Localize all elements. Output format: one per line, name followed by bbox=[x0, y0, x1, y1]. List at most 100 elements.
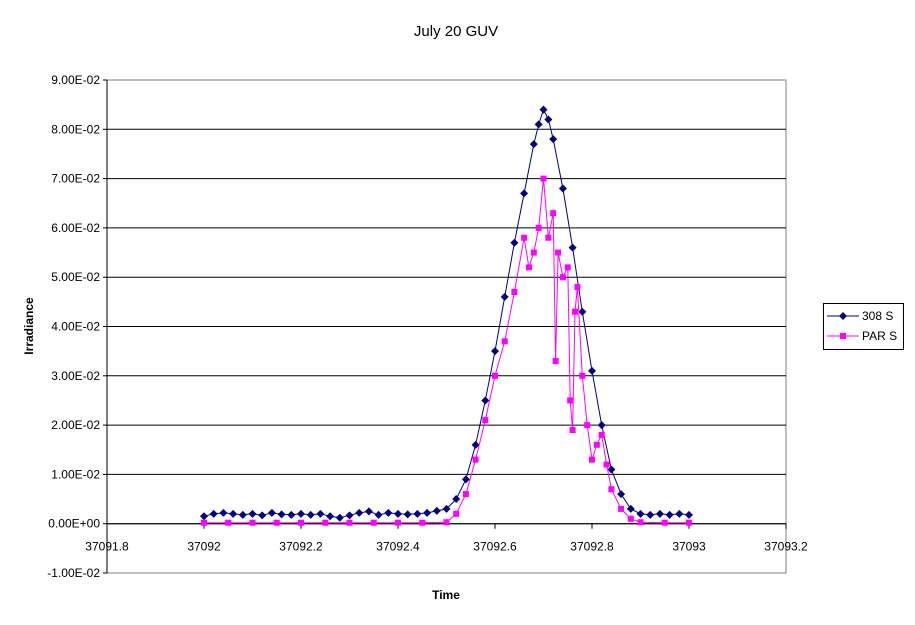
x-tick-label: 37092.6 bbox=[473, 540, 517, 554]
data-point bbox=[238, 510, 247, 519]
data-point bbox=[572, 308, 579, 315]
legend-item-308-s: 308 S bbox=[824, 307, 903, 325]
data-point bbox=[374, 510, 383, 519]
legend: 308 S PAR S bbox=[823, 303, 904, 350]
data-point bbox=[481, 396, 490, 405]
data-point bbox=[544, 115, 553, 124]
data-point bbox=[394, 509, 402, 518]
data-point bbox=[655, 509, 664, 518]
data-point bbox=[521, 234, 528, 241]
data-point bbox=[530, 249, 537, 256]
data-point bbox=[675, 509, 684, 518]
x-tick-label: 37093.2 bbox=[764, 540, 808, 554]
data-point bbox=[637, 519, 644, 526]
data-point bbox=[617, 490, 626, 499]
data-point bbox=[500, 292, 509, 301]
data-point bbox=[603, 461, 610, 468]
x-tick-label: 37093 bbox=[672, 540, 706, 554]
data-point bbox=[472, 456, 479, 463]
data-point bbox=[540, 175, 547, 182]
data-point bbox=[306, 510, 315, 519]
data-point bbox=[491, 347, 499, 356]
data-point bbox=[452, 495, 461, 504]
data-point bbox=[665, 510, 674, 519]
x-tick-label: 37092 bbox=[187, 540, 221, 554]
data-point bbox=[355, 508, 364, 517]
data-point bbox=[267, 508, 276, 517]
y-tick-label: 3.00E-02 bbox=[51, 369, 100, 383]
data-point bbox=[579, 372, 586, 379]
data-point bbox=[501, 338, 508, 345]
data-point bbox=[453, 510, 460, 517]
data-point bbox=[419, 519, 426, 526]
data-point bbox=[555, 249, 562, 256]
y-tick-label: 6.00E-02 bbox=[51, 221, 100, 235]
y-axis-label: Irradiance bbox=[22, 297, 36, 355]
data-point bbox=[535, 224, 542, 231]
y-tick-label: 9.00E-02 bbox=[51, 73, 100, 87]
data-point bbox=[686, 519, 692, 526]
x-tick-label: 37092.4 bbox=[376, 540, 420, 554]
data-point bbox=[346, 519, 353, 526]
data-point bbox=[432, 506, 441, 515]
data-point bbox=[258, 511, 267, 520]
data-point bbox=[492, 372, 498, 379]
x-tick-label: 37092.8 bbox=[570, 540, 614, 554]
legend-item-par-s: PAR S bbox=[824, 327, 903, 345]
square-marker-icon bbox=[827, 333, 859, 339]
data-point bbox=[534, 120, 543, 129]
data-point bbox=[201, 519, 207, 526]
data-point bbox=[322, 519, 329, 526]
data-point bbox=[461, 475, 470, 484]
data-point bbox=[298, 519, 304, 526]
data-point bbox=[229, 509, 238, 518]
data-point bbox=[588, 366, 596, 375]
data-point bbox=[345, 511, 354, 520]
data-point bbox=[564, 264, 571, 271]
data-point bbox=[578, 307, 587, 316]
y-tick-label: 0.00E+00 bbox=[48, 517, 100, 531]
data-point bbox=[326, 512, 335, 521]
data-point bbox=[569, 427, 576, 434]
data-point bbox=[597, 421, 606, 430]
data-point bbox=[277, 510, 286, 519]
y-tick-label: 8.00E-02 bbox=[51, 122, 100, 136]
data-point bbox=[370, 519, 377, 526]
x-tick-label: 37091.8 bbox=[85, 540, 129, 554]
data-point bbox=[209, 509, 218, 518]
data-point bbox=[545, 234, 552, 241]
data-point bbox=[626, 504, 635, 513]
series-308-s bbox=[200, 105, 693, 522]
data-point bbox=[685, 510, 693, 519]
data-point bbox=[395, 519, 401, 526]
data-point bbox=[558, 184, 567, 193]
data-point bbox=[567, 397, 574, 404]
data-point bbox=[335, 513, 344, 522]
data-point bbox=[584, 422, 591, 429]
data-point bbox=[646, 510, 655, 519]
series-par-s bbox=[201, 175, 692, 526]
data-point bbox=[442, 504, 451, 513]
data-point bbox=[568, 243, 577, 252]
data-point bbox=[273, 519, 280, 526]
data-point bbox=[525, 264, 532, 271]
data-point bbox=[316, 509, 325, 518]
axes: -1.00E-02 0.00E+00 1.00E-02 2.00E-02 3.00E-0… bbox=[47, 73, 808, 580]
legend-label: 308 S bbox=[862, 309, 894, 323]
data-point bbox=[297, 509, 305, 518]
legend-label: PAR S bbox=[862, 329, 898, 343]
data-point bbox=[627, 515, 634, 522]
data-series bbox=[200, 105, 693, 526]
y-tick-label: 5.00E-02 bbox=[51, 270, 100, 284]
data-point bbox=[598, 431, 605, 438]
y-tick-label: -1.00E-02 bbox=[47, 566, 100, 580]
data-point bbox=[471, 440, 480, 449]
data-point bbox=[287, 510, 296, 519]
chart-title: July 20 GUV bbox=[414, 23, 498, 40]
data-point bbox=[529, 140, 538, 149]
data-point bbox=[200, 512, 208, 521]
data-point bbox=[364, 507, 373, 516]
data-point bbox=[403, 510, 412, 519]
data-point bbox=[549, 135, 558, 144]
